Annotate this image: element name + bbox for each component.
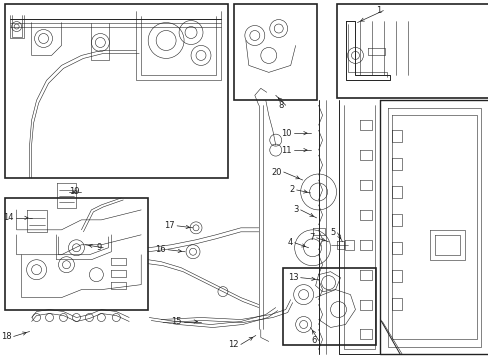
Bar <box>5 4 227 178</box>
Text: 5: 5 <box>329 228 335 237</box>
Text: 2: 2 <box>289 185 294 194</box>
Text: 12: 12 <box>228 340 238 349</box>
Text: 10: 10 <box>281 129 291 138</box>
Text: 15: 15 <box>171 317 182 326</box>
Text: 1: 1 <box>375 6 381 15</box>
Bar <box>336 4 488 98</box>
Text: 14: 14 <box>3 213 14 222</box>
Text: 13: 13 <box>287 273 298 282</box>
Text: 18: 18 <box>1 332 12 341</box>
Bar <box>5 198 148 310</box>
Text: 16: 16 <box>155 245 166 254</box>
Text: 3: 3 <box>293 206 298 215</box>
Text: 7: 7 <box>308 233 314 242</box>
Bar <box>282 268 376 346</box>
Text: 8: 8 <box>278 101 283 110</box>
Text: 4: 4 <box>287 238 292 247</box>
Text: 9: 9 <box>96 243 101 252</box>
Bar <box>233 4 316 100</box>
Text: 17: 17 <box>164 221 175 230</box>
Text: 11: 11 <box>281 145 291 154</box>
Text: 20: 20 <box>271 167 281 176</box>
Text: 6: 6 <box>310 336 316 345</box>
Text: 19: 19 <box>69 188 79 197</box>
